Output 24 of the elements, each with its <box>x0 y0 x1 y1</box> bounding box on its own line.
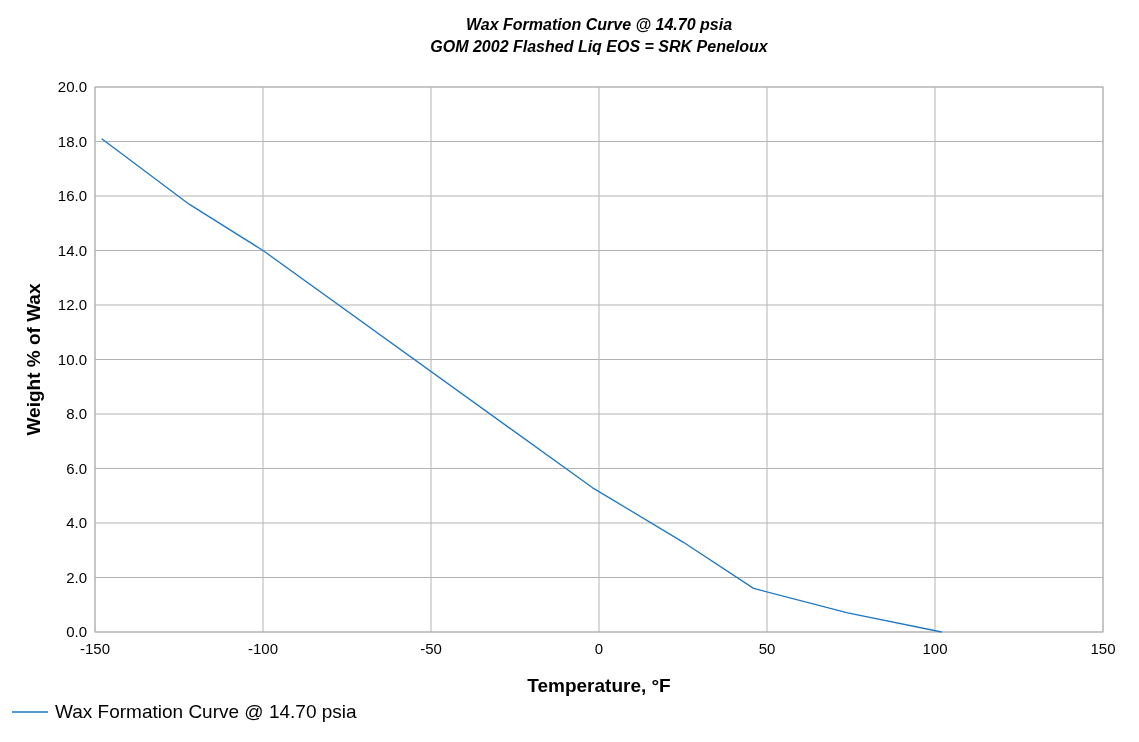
x-axis-title: Temperature, °F <box>527 675 671 696</box>
x-tick-label: -50 <box>420 640 442 657</box>
x-tick-label: 150 <box>1090 640 1116 657</box>
y-tick-label: 14.0 <box>57 241 87 259</box>
legend-label: Wax Formation Curve @ 14.70 psia <box>55 701 358 722</box>
y-tick-label: 18.0 <box>57 132 87 150</box>
y-tick-label: 12.0 <box>57 296 87 313</box>
line-series <box>101 138 943 633</box>
y-tick-label: 8.0 <box>66 405 87 422</box>
y-tick-label: 16.0 <box>57 187 87 204</box>
y-axis-title: Weight % of Wax <box>23 283 44 436</box>
y-tick-label: 10.0 <box>57 350 87 368</box>
y-tick-label: 20.0 <box>57 78 87 95</box>
y-tick-label: 2.0 <box>66 568 87 586</box>
x-tick-label: 100 <box>922 640 948 657</box>
y-tick-label: 4.0 <box>66 514 87 531</box>
y-tick-label: 6.0 <box>66 459 87 477</box>
x-tick-label: 0 <box>594 640 604 657</box>
y-tick-label: 0.0 <box>66 623 87 640</box>
x-tick-label: 50 <box>758 640 776 657</box>
chart-subtitle: GOM 2002 Flashed Liq EOS = SRK Peneloux <box>430 38 769 55</box>
chart-title: Wax Formation Curve @ 14.70 psia <box>465 16 733 33</box>
x-tick-label: -100 <box>247 640 279 657</box>
x-tick-label: -150 <box>79 640 111 657</box>
